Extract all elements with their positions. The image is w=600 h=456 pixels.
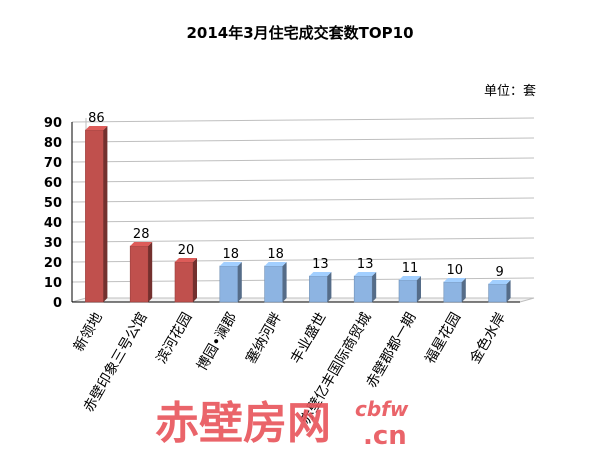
data-label: 10 xyxy=(447,263,464,278)
data-label: 86 xyxy=(88,111,105,126)
watermark-text-bottom: .cn xyxy=(363,421,407,451)
bar-top xyxy=(443,278,466,282)
y-tick-label: 50 xyxy=(44,196,62,211)
bar-front xyxy=(129,245,149,303)
bar xyxy=(353,272,377,303)
x-category-label: 福星花园 xyxy=(422,310,464,366)
bar-front xyxy=(264,265,283,303)
bar-side xyxy=(237,262,242,302)
bar-top xyxy=(399,276,421,280)
bar-side xyxy=(417,276,421,302)
data-label: 18 xyxy=(267,247,284,262)
bar xyxy=(219,262,242,303)
data-label: 11 xyxy=(402,261,419,276)
watermark-logo: 赤壁房网 cbfw .cn xyxy=(155,397,409,451)
bar xyxy=(85,126,108,303)
gridline xyxy=(71,117,535,123)
x-category-label: 滨河花园 xyxy=(154,310,196,366)
bar-top xyxy=(354,272,377,276)
bar-top xyxy=(488,280,511,284)
y-tick-label: 60 xyxy=(44,176,62,191)
bar-top xyxy=(85,126,108,130)
y-tick-label: 10 xyxy=(44,276,62,291)
gridline xyxy=(71,197,535,203)
bar-front xyxy=(443,281,463,303)
bar-top xyxy=(175,258,197,262)
y-tick-label: 90 xyxy=(44,116,62,131)
y-tick-label: 70 xyxy=(44,156,62,171)
bar-front xyxy=(488,283,507,303)
x-category-label: 博园•澜郡 xyxy=(193,310,240,374)
data-label: 28 xyxy=(133,227,150,242)
bar-side xyxy=(148,242,153,302)
bar-side xyxy=(372,272,377,302)
unit-label: 单位：套 xyxy=(483,84,536,99)
bar xyxy=(443,278,466,303)
bar-front xyxy=(85,129,104,303)
gridline xyxy=(71,217,535,223)
data-labels: 86 28 20 18 18 13 13 11 10 9 xyxy=(88,111,504,280)
bar-top xyxy=(130,242,153,246)
bar xyxy=(264,262,287,303)
bar xyxy=(488,280,511,303)
bar-front xyxy=(353,275,373,303)
data-label: 13 xyxy=(312,257,329,272)
gridline xyxy=(71,137,535,143)
bar-top xyxy=(264,262,287,266)
x-category-label: 丰业盛世 xyxy=(288,310,330,366)
bar xyxy=(398,276,421,303)
bar-front xyxy=(309,275,328,303)
data-label: 9 xyxy=(495,265,503,280)
bar xyxy=(174,258,197,303)
bar-side xyxy=(282,262,287,302)
bar-side xyxy=(103,126,108,302)
data-label: 18 xyxy=(223,247,240,262)
bar xyxy=(129,242,153,303)
gridline xyxy=(71,237,535,243)
bar-side xyxy=(193,258,197,302)
y-tick-label: 40 xyxy=(44,216,62,231)
y-tick-label: 30 xyxy=(44,236,62,251)
data-label: 20 xyxy=(178,243,195,258)
bar-side xyxy=(461,278,466,302)
bar-front xyxy=(174,261,194,303)
bar xyxy=(309,272,332,303)
chart-title: 2014年3月住宅成交套数TOP10 xyxy=(186,24,414,42)
x-category-label: 新领地 xyxy=(71,310,106,354)
bars xyxy=(85,126,511,303)
bar-top xyxy=(309,272,332,276)
gridline xyxy=(71,177,535,183)
bar-side xyxy=(327,272,332,302)
x-category-label: 塞纳河畔 xyxy=(242,310,285,367)
watermark-text-top: cbfw xyxy=(355,397,409,421)
data-label: 13 xyxy=(357,257,374,272)
watermark-text-cn: 赤壁房网 xyxy=(155,398,331,449)
bar-front xyxy=(398,279,418,303)
y-tick-label: 80 xyxy=(44,136,62,151)
y-tick-label: 0 xyxy=(53,296,62,311)
y-tick-label: 20 xyxy=(44,256,62,271)
bar-front xyxy=(219,265,239,303)
gridline xyxy=(71,157,535,163)
bar-top xyxy=(219,262,242,266)
x-category-label: 金色水岸 xyxy=(466,309,509,366)
bar-side xyxy=(506,280,511,302)
